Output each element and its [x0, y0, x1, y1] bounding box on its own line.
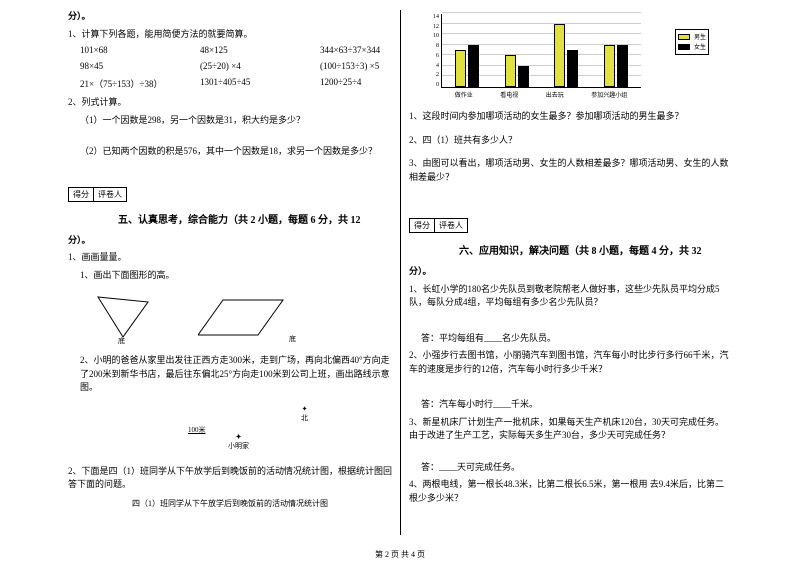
compass-diagram: ✦ 北 100米 ✦ 小明家 — [188, 405, 308, 455]
calc-cell: (100÷153÷3) ×5 — [320, 61, 400, 71]
para-base-label: 底 — [289, 334, 296, 344]
chart-q1: 1、这段时间内参加哪项活动的女生最多？参加哪项活动的男生最多？ — [409, 110, 732, 124]
calc-cell: 1301÷405÷45 — [200, 77, 280, 90]
home-label: 小明家 — [228, 441, 249, 451]
grader-label: 评卷人 — [435, 219, 467, 232]
calc-cell: 344×63÷37×344 — [320, 45, 400, 55]
stat-caption: 四（1）班同学从下午放学后到晚饭前的活动情况统计图 — [68, 498, 392, 509]
chart-q3: 3、由图可以看出，哪项活动男、女生的人数相差最多？哪项活动男、女生的人数相差最少… — [409, 157, 732, 184]
left-column: 分）。 1、计算下列各题，能用简便方法的就要简算。 101×68 48×125 … — [60, 10, 400, 540]
parallelogram-shape: 底 — [198, 295, 288, 342]
x-axis-labels: 做作业 看电视 出去玩 参加兴趣小组 — [441, 90, 641, 99]
calc-cell: (25÷20) ×4 — [200, 61, 280, 71]
calc-cell: 21×（75÷153）÷38） — [80, 77, 160, 90]
q2a-text: （1）一个因数是298，另一个因数是31，积大约是多少？ — [68, 114, 392, 128]
score-label: 得分 — [69, 188, 94, 201]
page-footer: 第 2 页 共 4 页 — [0, 549, 800, 560]
q5-2: 2、下面是四（1）班同学从下午放学后到晚饭前的活动情况统计图，根据统计图回答下面… — [68, 465, 392, 492]
girl-swatch — [678, 44, 690, 50]
y-axis: 14 12 10 8 6 4 2 0 — [429, 14, 439, 88]
q2-text: 2、列式计算。 — [68, 96, 392, 110]
chart-legend: 男生 女生 — [675, 29, 709, 55]
triangle-shape: 底 — [88, 292, 158, 344]
score-box: 得分 评卷人 — [68, 187, 127, 202]
points-continuation: 分）。 — [68, 10, 392, 24]
triangle-base-label: 底 — [118, 336, 125, 346]
north-label: 北 — [301, 413, 308, 423]
score-box: 得分 评卷人 — [409, 218, 468, 233]
calc-cell: 48×125 — [200, 45, 280, 55]
q6-4: 4、两根电线，第一根长48.3米，比第二根长6.5米，第一根用 去9.4米后，比… — [409, 478, 732, 505]
calc-cell: 101×68 — [80, 45, 160, 55]
calc-row: 98×45 (25÷20) ×4 (100÷153÷3) ×5 — [68, 61, 392, 71]
sec6-end: 分）。 — [409, 265, 732, 279]
q5-1: 1、画画量量。 — [68, 251, 392, 265]
scale-label: 100米 — [188, 425, 206, 435]
a6-2: 答：汽车每小时行____千米。 — [409, 398, 732, 412]
boy-swatch — [678, 34, 690, 40]
section-5-title: 空空空空空五、认真思考，综合能力（共 2 小题，每题 6 分，共 12 — [68, 211, 392, 226]
q5-1a: 1、画出下面图形的高。 — [68, 269, 392, 283]
q1-text: 1、计算下列各题，能用简便方法的就要简算。 — [68, 28, 392, 42]
q6-1: 1、长虹小学的180名少先队员到敬老院帮老人做好事，这些少先队员平均分成5队，每… — [409, 283, 732, 310]
shapes-container: 底 底 — [88, 292, 392, 344]
plot-area — [441, 14, 641, 88]
sec5-end: 分）。 — [68, 234, 392, 248]
section-6-title: 空空空空空六、应用知识，解决问题（共 8 小题，每题 4 分，共 32 — [409, 242, 732, 257]
chart-q2: 2、四（1）班共有多少人？ — [409, 134, 732, 148]
a6-1: 答：平均每组有____名少先队员。 — [409, 332, 732, 346]
score-label: 得分 — [410, 219, 435, 232]
cross-icon: ✦ — [236, 433, 242, 441]
q2b-text: （2）已知两个因数的积是576，其中一个因数是18，求另一个因数是多少？ — [68, 145, 392, 159]
right-column: 14 12 10 8 6 4 2 0 做作业 看电视 出去玩 参加兴趣小组 男生… — [401, 10, 740, 540]
calc-row: 101×68 48×125 344×63÷37×344 — [68, 45, 392, 55]
calc-cell: 1200÷25÷4 — [320, 77, 400, 90]
calc-cell: 98×45 — [80, 61, 160, 71]
bar-chart: 14 12 10 8 6 4 2 0 做作业 看电视 出去玩 参加兴趣小组 男生… — [429, 14, 709, 104]
q6-2: 2、小强步行去图书馆，小丽骑汽车到图书馆，汽车每小时比步行多行66千米，汽车的速… — [409, 349, 732, 376]
arrow-up-icon: ✦ — [302, 405, 308, 413]
q6-3: 3、新星机床厂计划生产一批机床，如果每天生产机床120台，30天可完成任务。由于… — [409, 416, 732, 443]
a6-3: 答：____天可完成任务。 — [409, 461, 732, 475]
grader-label: 评卷人 — [94, 188, 126, 201]
calc-row: 21×（75÷153）÷38） 1301÷405÷45 1200÷25÷4 — [68, 77, 392, 90]
q5-1b: 2、小明的爸爸从家里出发往正西方走300米，走到广场，再向北偏西40°方向走了2… — [68, 354, 392, 395]
